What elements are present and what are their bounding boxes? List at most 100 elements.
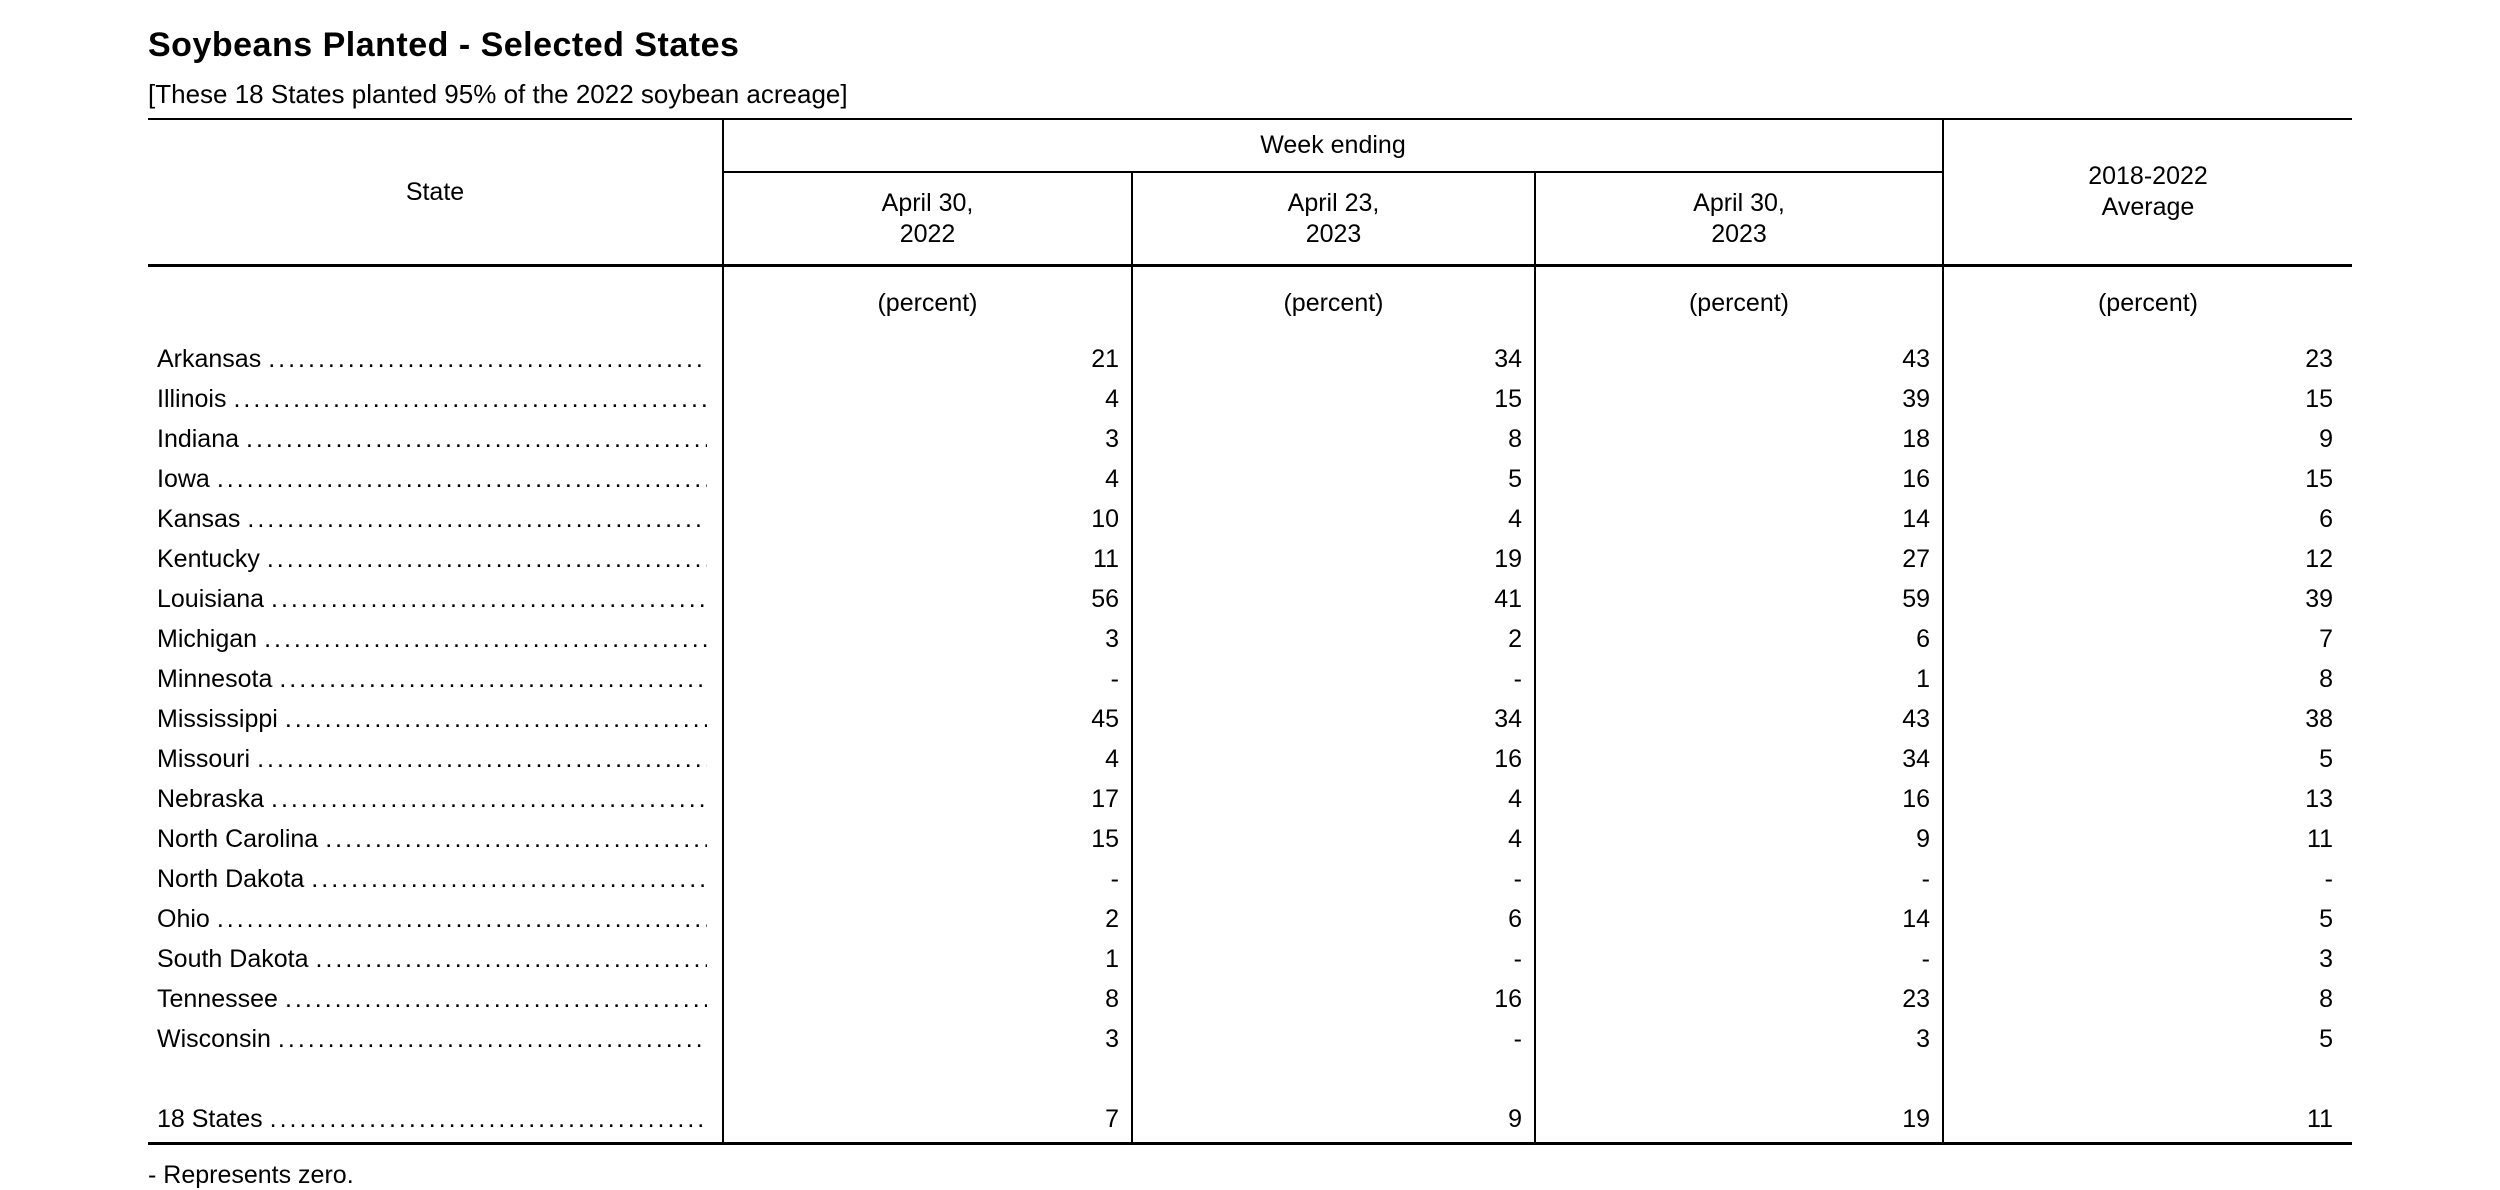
value-cell: 9 (1131, 1059, 1535, 1145)
average-column-header: 2018-2022 Average (1942, 118, 2352, 267)
table-row: Kansas .................................… (148, 499, 2352, 539)
table-row: Kentucky ...............................… (148, 539, 2352, 579)
value-cell: - (1942, 859, 2352, 899)
table-row: Minnesota ..............................… (148, 659, 2352, 699)
value-cell: 16 (1534, 779, 1943, 819)
value-cell: 19 (1534, 1059, 1943, 1145)
value-cell: 2 (722, 899, 1132, 939)
value-cell: 3 (722, 619, 1132, 659)
unit-cell: (percent) (1534, 265, 1943, 339)
value-cell: - (722, 859, 1132, 899)
page-title: Soybeans Planted - Selected States (148, 26, 740, 64)
value-cell: 15 (1942, 459, 2352, 499)
value-cell: 4 (722, 739, 1132, 779)
value-cell: 23 (1534, 979, 1943, 1019)
value-cell: 3 (722, 1019, 1132, 1059)
dot-leader: ........................................… (216, 904, 707, 933)
table-row: Illinois ...............................… (148, 379, 2352, 419)
value-cell: 1 (722, 939, 1132, 979)
dot-leader: ........................................… (246, 424, 707, 453)
dot-leader: ........................................… (264, 624, 707, 653)
value-cell: 39 (1942, 579, 2352, 619)
value-cell: 11 (1942, 1059, 2352, 1145)
footnote: - Represents zero. (148, 1161, 354, 1189)
value-cell: 10 (722, 499, 1132, 539)
table-row: Tennessee ..............................… (148, 979, 2352, 1019)
value-cell: 5 (1942, 899, 2352, 939)
value-cell: 38 (1942, 699, 2352, 739)
value-cell: 4 (1131, 779, 1535, 819)
header-row-dates: April 30, 2022 April 23, 2023 April 30, … (148, 171, 2352, 267)
value-cell: 1 (1534, 659, 1943, 699)
value-cell: 4 (1131, 499, 1535, 539)
value-cell: 7 (722, 1059, 1132, 1145)
state-name: North Carolina (157, 824, 319, 853)
header-row-group: State Week ending 2018-2022 Average (148, 118, 2352, 267)
value-cell: 27 (1534, 539, 1943, 579)
value-cell: - (1131, 659, 1535, 699)
average-header-line2: Average (2101, 193, 2195, 221)
table-row: North Dakota ...........................… (148, 859, 2352, 899)
value-cell: 39 (1534, 379, 1943, 419)
value-cell: 43 (1534, 339, 1943, 379)
value-cell: 2 (1131, 619, 1535, 659)
state-name: North Dakota (157, 864, 305, 893)
value-cell: 8 (722, 979, 1132, 1019)
value-cell: 21 (722, 339, 1132, 379)
value-cell: 18 (1534, 419, 1943, 459)
value-cell: 8 (1942, 979, 2352, 1019)
state-name: Indiana (157, 424, 240, 453)
dot-leader: ........................................… (268, 344, 707, 373)
value-cell: 3 (1942, 939, 2352, 979)
value-cell: 17 (722, 779, 1132, 819)
state-name: Missouri (157, 744, 251, 773)
dot-leader: ........................................… (325, 824, 707, 853)
value-cell: 14 (1534, 499, 1943, 539)
value-cell: 16 (1131, 739, 1535, 779)
value-cell: 5 (1942, 739, 2352, 779)
value-cell: 11 (1942, 819, 2352, 859)
average-header-line1: 2018-2022 (2088, 162, 2208, 190)
value-cell: 23 (1942, 339, 2352, 379)
dot-leader: ........................................… (315, 944, 708, 973)
value-cell: 12 (1942, 539, 2352, 579)
value-cell: 9 (1534, 819, 1943, 859)
value-cell: 16 (1534, 459, 1943, 499)
value-cell: 59 (1534, 579, 1943, 619)
table-row: South Dakota ...........................… (148, 939, 2352, 979)
value-cell: 34 (1131, 699, 1535, 739)
dot-leader: ........................................… (284, 704, 707, 733)
value-cell: 34 (1131, 339, 1535, 379)
value-cell: 4 (722, 379, 1132, 419)
value-cell: 16 (1131, 979, 1535, 1019)
value-cell: 4 (1131, 819, 1535, 859)
state-name: Arkansas (157, 344, 262, 373)
state-name: Minnesota (157, 664, 273, 693)
dot-leader: ........................................… (277, 1024, 707, 1053)
value-cell: 11 (722, 539, 1132, 579)
value-cell: - (1131, 859, 1535, 899)
soybeans-planted-table: State Week ending 2018-2022 Average Apri… (148, 118, 2352, 1145)
value-cell: 41 (1131, 579, 1535, 619)
value-cell: 3 (1534, 1019, 1943, 1059)
value-cell: 34 (1534, 739, 1943, 779)
unit-cell: (percent) (1131, 265, 1535, 339)
value-cell: 6 (1534, 619, 1943, 659)
table-body: (percent) (percent) (percent) (percent) … (148, 265, 2352, 1145)
table-row: Louisiana ..............................… (148, 579, 2352, 619)
dot-leader: ........................................… (311, 864, 707, 893)
value-cell: 43 (1534, 699, 1943, 739)
table-row: Mississippi ............................… (148, 699, 2352, 739)
table-row: Ohio ...................................… (148, 899, 2352, 939)
unit-row: (percent) (percent) (percent) (percent) (148, 265, 2352, 339)
value-cell: - (1534, 939, 1943, 979)
dot-leader: ........................................… (257, 744, 707, 773)
value-cell: 19 (1131, 539, 1535, 579)
total-row: 18 States ..............................… (148, 1059, 2352, 1145)
table-row: Arkansas ...............................… (148, 339, 2352, 379)
state-name: Ohio (157, 904, 210, 933)
state-name: Kansas (157, 504, 241, 533)
value-cell: 8 (1131, 419, 1535, 459)
unit-cell: (percent) (722, 265, 1132, 339)
